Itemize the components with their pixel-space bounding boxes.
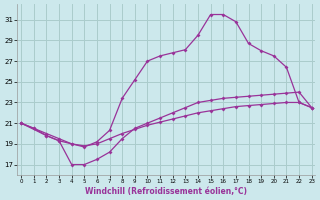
X-axis label: Windchill (Refroidissement éolien,°C): Windchill (Refroidissement éolien,°C) — [85, 187, 247, 196]
